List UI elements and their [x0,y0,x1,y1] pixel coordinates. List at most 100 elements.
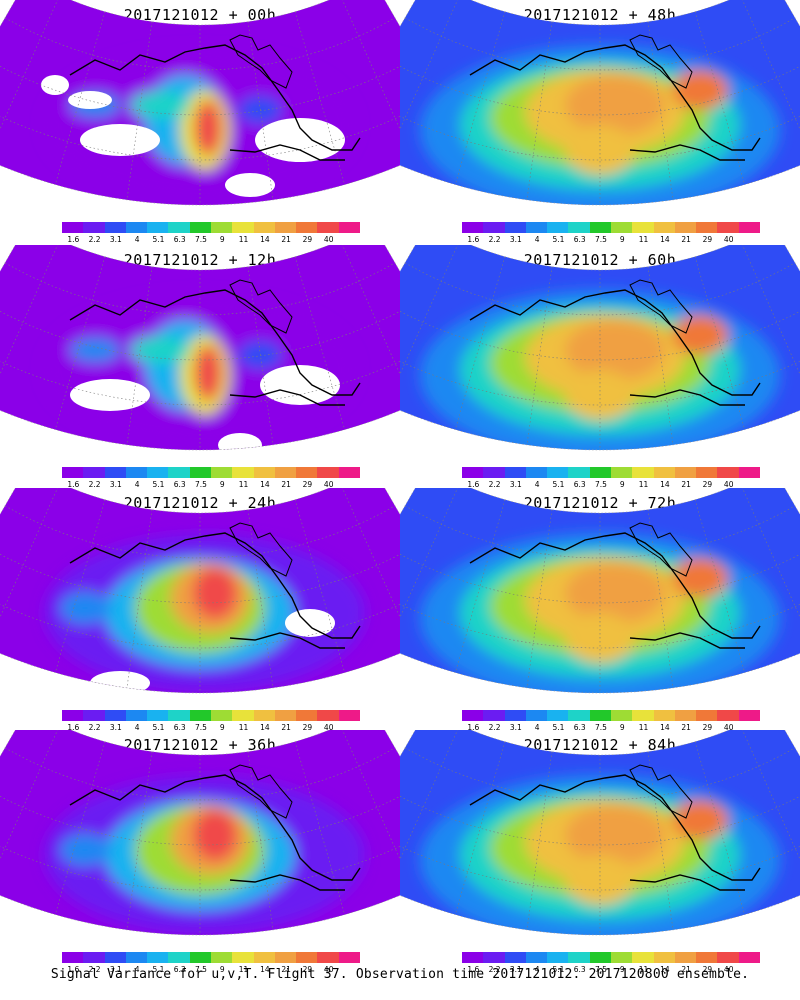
colorbar [462,467,760,478]
variance-contour [238,96,282,124]
colorbar-segment [274,952,297,963]
colorbar-tick-label: 40 [323,965,334,974]
colorbar-tick-label: 7.5 [595,235,607,244]
variance-contour [70,338,120,362]
colorbar-segment [568,467,590,478]
colorbar-tick-label: 2.2 [488,723,501,732]
coastlines [69,764,361,891]
colorbar-tick-label: 21 [681,723,691,732]
colorbar-labels: 1.6 2.2 3.1 4 5.1 6.3 7.5 9 11 14 21 29 40 [462,723,760,733]
colorbar-tick-label: 3.1 [109,480,122,489]
colorbar-tick-label: 5.1 [152,235,165,244]
colorbar-segment [674,222,697,233]
colorbar [62,952,360,963]
panel-title: 2017121012 + 60h [523,251,677,269]
colorbar-segment [610,710,633,721]
panel-title: 2017121012 + 84h [523,736,677,754]
variance-map [0,0,400,206]
colorbar-tick-label: 1.6 [67,235,80,244]
variance-contour [565,805,665,865]
colorbar-tick-label: 5.1 [552,480,565,489]
colorbar-segment [83,222,105,233]
coastlines [469,34,761,161]
colorbar-tick-label: 9 [619,235,625,244]
colorbar-tick-label: 7.5 [195,235,207,244]
colorbar-segment [568,710,590,721]
colorbar-tick-label: 14 [260,480,270,489]
colorbar-segment [232,710,254,721]
colorbar-segment [147,952,169,963]
colorbar-segment [717,952,739,963]
colorbar-labels: 1.6 2.2 3.1 4 5.1 6.3 7.5 9 11 14 21 29 40 [462,480,760,490]
colorbar-tick-label: 40 [723,965,734,974]
colorbar-tick-label: 29 [702,235,713,244]
coastlines [69,34,361,161]
colorbar-segment [632,710,654,721]
colorbar-segment [125,710,148,721]
colorbar-segment [696,222,718,233]
graticule [400,488,800,693]
colorbar-segment [83,467,105,478]
forecast-panel: 2017121012 + 48h 1.6 2.2 3.1 4 5.1 6.3 7.5 9 11 14… [400,0,800,245]
colorbar-segment [210,952,233,963]
no-data-area [255,118,345,162]
colorbar-segment [189,710,211,721]
colorbar-segment [104,952,126,963]
colorbar-tick-label: 14 [660,723,670,732]
colorbar-segment [83,952,105,963]
colorbar-tick-label: 11 [638,480,649,489]
forecast-panel: 2017121012 + 12h 1.6 2.2 3.1 4 5.1 6.3 7.5 9 11 14… [0,245,400,490]
variance-contour [672,558,728,598]
variance-contour [60,834,110,866]
colorbar-tick-label: 21 [681,235,691,244]
colorbar-labels: 1.6 2.2 3.1 4 5.1 6.3 7.5 9 11 14 21 29 40 [462,965,760,975]
colorbar-segment [274,710,297,721]
colorbar-tick-label: 4 [534,965,540,974]
colorbar-labels: 1.6 2.2 3.1 4 5.1 6.3 7.5 9 11 14 21 29 40 [462,235,760,245]
coastlines [469,522,761,649]
colorbar-segment [232,222,254,233]
colorbar-segment [653,222,675,233]
colorbar-segment [168,467,190,478]
no-data-area [225,173,275,197]
colorbar-segment [632,952,654,963]
graticule [400,0,800,205]
colorbar-tick-label: 2.2 [88,723,101,732]
colorbar-tick-label: 4 [134,965,140,974]
colorbar-segment [738,467,760,478]
colorbar-tick-label: 11 [238,235,249,244]
colorbar-segment [462,222,484,233]
colorbar-tick-label: 14 [660,235,670,244]
colorbar-segment [696,952,718,963]
colorbar-segment [338,952,360,963]
colorbar-segment [296,222,318,233]
no-data-area [260,365,340,405]
colorbar-tick-label: 1.6 [67,723,80,732]
colorbar-tick-label: 14 [660,480,670,489]
colorbar-tick-label: 1.6 [67,480,80,489]
variance-contour [194,100,222,156]
colorbar-segment [674,952,697,963]
colorbar-tick-label: 5.1 [152,480,165,489]
colorbar-tick-label: 29 [702,480,713,489]
graticule [0,488,400,693]
colorbar-tick-label: 9 [219,965,225,974]
colorbar-tick-label: 3.1 [509,480,522,489]
colorbar-segment [104,710,126,721]
variance-contour [130,336,190,364]
colorbar-segment [338,222,360,233]
colorbar-tick-label: 4 [534,480,540,489]
colorbar-segment [317,467,339,478]
colorbar-segment [717,710,739,721]
colorbar-tick-label: 21 [281,235,291,244]
variance-field [400,730,800,936]
variance-contour [193,809,237,861]
forecast-panel: 2017121012 + 24h 1.6 2.2 3.1 4 5.1 6.3 7.5 9 11 14… [0,488,400,733]
colorbar-segment [696,710,718,721]
colorbar-tick-label: 40 [723,480,734,489]
forecast-panel: 2017121012 + 36h 1.6 2.2 3.1 4 5.1 6.3 7.5 9 11 14… [0,730,400,975]
colorbar-segment [483,467,505,478]
colorbar-segment [738,710,760,721]
colorbar-segment [317,710,339,721]
colorbar-segment [125,952,148,963]
